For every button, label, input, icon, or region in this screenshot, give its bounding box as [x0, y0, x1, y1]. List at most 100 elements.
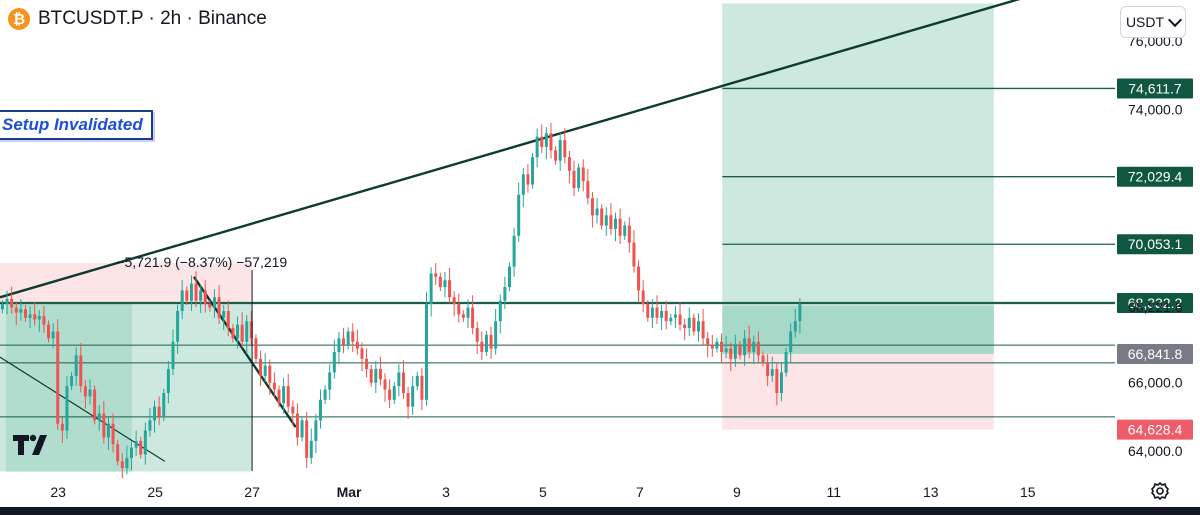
candle	[406, 386, 410, 419]
candle-body	[461, 314, 465, 318]
candle	[637, 260, 641, 303]
candle	[47, 320, 51, 343]
candle	[544, 127, 548, 160]
candle-body	[586, 181, 590, 199]
candle-body	[701, 321, 705, 339]
candle-body	[420, 375, 424, 400]
candle	[664, 300, 668, 330]
candle-body	[254, 338, 258, 359]
candle	[97, 405, 101, 431]
candle	[687, 307, 691, 337]
bitcoin-icon: ₿	[8, 8, 30, 30]
candle-body	[637, 266, 641, 291]
candle-body	[157, 406, 161, 417]
candle	[217, 285, 221, 324]
candle	[701, 308, 705, 345]
candle-body	[83, 386, 87, 397]
candle	[526, 164, 530, 193]
candle-body	[323, 389, 327, 400]
candle	[259, 350, 263, 387]
candle-body	[507, 266, 511, 288]
candle-body	[660, 310, 664, 318]
candle	[180, 280, 184, 320]
candle-body	[388, 389, 392, 400]
candle	[383, 373, 387, 402]
candle-body	[171, 341, 175, 370]
candle-body	[678, 314, 682, 325]
candle-body	[563, 140, 567, 158]
candle	[300, 416, 304, 442]
candle-body	[471, 307, 475, 329]
candle	[199, 284, 203, 314]
candle-body	[614, 218, 618, 229]
candle-body	[5, 299, 9, 305]
candle-body	[526, 174, 530, 185]
candle-body	[51, 331, 55, 339]
candle-body	[544, 133, 548, 147]
currency-label: USDT	[1125, 14, 1165, 30]
candle-body	[720, 341, 724, 352]
candle-body	[457, 304, 461, 315]
candle	[268, 359, 272, 396]
candle-body	[540, 136, 544, 147]
symbol-title[interactable]: BTCUSDT.P · 2h · Binance	[38, 8, 267, 29]
candle-body	[683, 324, 687, 329]
candle-body	[687, 317, 691, 329]
candle-body	[309, 440, 313, 458]
candle	[88, 379, 92, 405]
candle-body	[65, 386, 69, 431]
candle	[558, 131, 562, 171]
candle	[139, 436, 143, 459]
candle-body	[143, 430, 147, 455]
candle	[793, 308, 797, 338]
candle	[567, 151, 571, 184]
candle-body	[567, 157, 571, 171]
candle	[291, 400, 295, 426]
candle	[79, 343, 83, 393]
candle-body	[641, 290, 645, 305]
candle-body	[747, 338, 751, 352]
candle	[388, 379, 392, 409]
candle	[443, 272, 447, 298]
measure-tool: −5,721.9 (−8.37%) −57,219	[116, 254, 287, 471]
price-badge-label: 64,628.4	[1128, 422, 1183, 438]
price-badge-bg	[1117, 234, 1193, 255]
candle-body	[236, 324, 240, 339]
candle	[282, 377, 286, 414]
candle-body	[789, 331, 793, 352]
candle	[116, 440, 120, 466]
candle-body	[300, 420, 304, 438]
candle	[604, 207, 608, 236]
candle-body	[212, 297, 216, 308]
gear-icon[interactable]	[1150, 481, 1170, 501]
candle	[572, 160, 576, 197]
candle	[277, 385, 281, 408]
candle	[466, 299, 470, 329]
currency-selector[interactable]: USDT	[1120, 6, 1186, 38]
candle-body	[286, 386, 290, 407]
candle	[355, 329, 359, 355]
candle	[102, 401, 106, 444]
candle-body	[779, 372, 783, 393]
candle	[549, 123, 553, 159]
candle-body	[392, 386, 396, 400]
candle-body	[295, 413, 299, 438]
candle-body	[627, 225, 631, 243]
candle-body	[139, 440, 143, 455]
candle	[134, 430, 138, 456]
candle	[448, 267, 452, 304]
candle-body	[503, 287, 507, 301]
candle-body	[475, 328, 479, 342]
candle	[554, 146, 558, 165]
candle-body	[443, 280, 447, 288]
candle-body	[259, 358, 263, 376]
candle	[461, 310, 465, 322]
candle	[747, 326, 751, 359]
short-entry-zone	[6, 303, 133, 472]
candle	[452, 291, 456, 317]
candle	[641, 280, 645, 313]
candle-body	[756, 341, 760, 356]
candle-body	[798, 304, 802, 322]
candle	[337, 332, 341, 365]
